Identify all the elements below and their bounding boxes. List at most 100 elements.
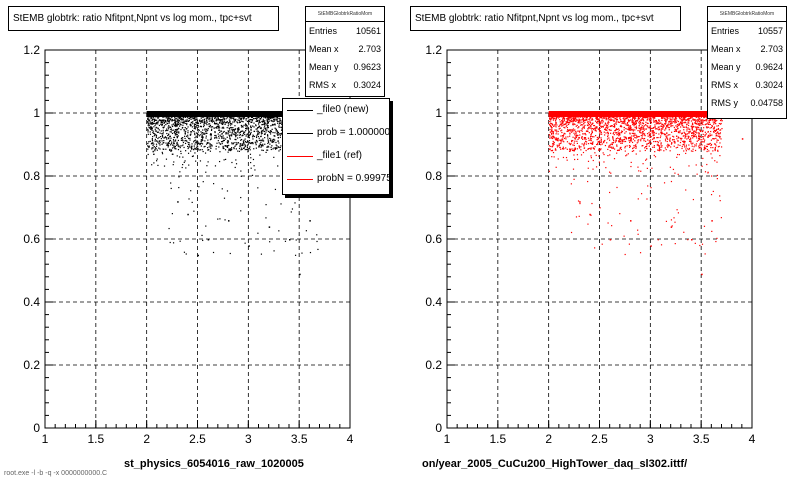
scatter-point <box>151 140 154 142</box>
scatter-point <box>278 150 280 152</box>
scatter-point <box>568 116 570 119</box>
scatter-point <box>557 158 559 160</box>
scatter-point <box>613 120 615 122</box>
scatter-point <box>666 119 668 121</box>
scatter-point <box>220 135 222 138</box>
x-tick-label: 2.5 <box>189 432 206 446</box>
scatter-point <box>158 124 161 127</box>
scatter-point <box>195 121 197 123</box>
scatter-point <box>712 119 714 121</box>
scatter-point <box>167 129 169 132</box>
scatter-point <box>638 135 640 138</box>
scatter-point <box>194 148 197 150</box>
scatter-point <box>631 141 634 144</box>
scatter-point <box>689 117 691 120</box>
scatter-point <box>690 117 692 119</box>
scatter-point <box>551 116 553 118</box>
scatter-point <box>232 127 234 129</box>
scatter-point <box>630 140 633 142</box>
scatter-point <box>250 127 252 129</box>
scatter-point <box>643 134 645 136</box>
scatter-point <box>720 146 723 148</box>
scatter-point <box>233 130 235 132</box>
scatter-point <box>166 128 168 130</box>
scatter-point <box>149 131 151 133</box>
scatter-point <box>629 128 631 131</box>
scatter-point <box>200 136 203 138</box>
scatter-point <box>641 137 643 139</box>
scatter-point <box>695 127 698 129</box>
scatter-point <box>623 139 625 141</box>
scatter-point <box>615 129 618 131</box>
scatter-point <box>244 140 247 143</box>
scatter-point <box>616 145 618 147</box>
scatter-point <box>163 139 165 142</box>
scatter-point <box>241 117 243 120</box>
scatter-point <box>207 142 209 144</box>
scatter-point <box>176 131 178 134</box>
scatter-point <box>149 140 151 143</box>
scatter-point <box>166 137 168 139</box>
scatter-point <box>655 122 657 124</box>
scatter-point <box>213 127 215 129</box>
scatter-point <box>277 134 279 136</box>
scatter-point <box>165 148 167 150</box>
scatter-point <box>201 140 203 142</box>
scatter-point <box>172 164 174 166</box>
scatter-point <box>697 121 699 123</box>
scatter-point <box>634 134 636 136</box>
scatter-point <box>156 116 159 118</box>
scatter-point <box>674 142 676 144</box>
scatter-point <box>639 132 642 134</box>
scatter-point <box>607 154 609 157</box>
scatter-point <box>229 134 231 136</box>
scatter-point <box>176 118 178 120</box>
scatter-point <box>645 121 647 123</box>
scatter-point <box>714 149 716 152</box>
scatter-point <box>227 130 229 132</box>
scatter-point <box>241 138 243 141</box>
scatter-point <box>236 131 238 133</box>
scatter-point <box>256 120 258 122</box>
scatter-point <box>693 130 695 132</box>
scatter-point <box>201 132 203 134</box>
scatter-point <box>229 117 232 119</box>
scatter-point <box>272 131 274 134</box>
scatter-point <box>635 120 638 122</box>
scatter-point <box>238 119 240 122</box>
scatter-point <box>581 119 583 121</box>
scatter-point <box>241 120 243 122</box>
scatter-point <box>714 148 716 150</box>
scatter-point <box>199 134 201 136</box>
scatter-point <box>580 129 582 132</box>
scatter-point <box>668 121 670 123</box>
scatter-point <box>692 134 694 137</box>
scatter-point <box>206 117 209 119</box>
scatter-point <box>591 131 594 133</box>
scatter-point <box>691 123 694 126</box>
scatter-point <box>642 145 644 147</box>
scatter-point <box>694 144 696 146</box>
scatter-point <box>231 147 233 149</box>
scatter-point <box>246 120 249 123</box>
scatter-point <box>182 121 184 123</box>
scatter-point <box>235 163 238 165</box>
scatter-point <box>155 130 158 132</box>
scatter-point <box>590 126 592 128</box>
scatter-point <box>711 125 713 127</box>
scatter-point <box>565 136 567 138</box>
scatter-point <box>641 131 644 133</box>
scatter-point <box>560 135 562 137</box>
scatter-point <box>694 120 697 122</box>
scatter-point <box>243 124 245 126</box>
scatter-point <box>594 129 596 132</box>
scatter-point <box>704 171 707 173</box>
scatter-point <box>548 123 551 125</box>
scatter-point <box>222 135 224 137</box>
scatter-point <box>182 141 185 144</box>
scatter-point <box>598 120 601 122</box>
scatter-point <box>605 127 607 129</box>
scatter-point <box>194 123 196 125</box>
scatter-point <box>235 144 237 146</box>
scatter-point <box>156 140 158 142</box>
